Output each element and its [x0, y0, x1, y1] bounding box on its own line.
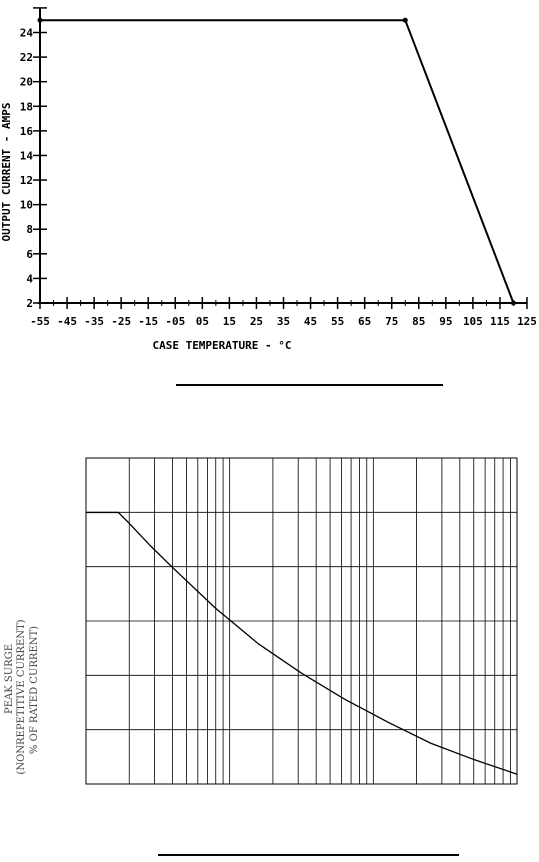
- y-tick-label: 12: [20, 174, 33, 187]
- data-point: [510, 300, 516, 306]
- derating-line: [40, 19, 515, 304]
- surge-grid: [85, 457, 518, 785]
- derating-x-axis-label: CASE TEMPERATURE - °C: [152, 339, 291, 352]
- surge-y-label-line-3: % OF RATED CURRENT): [29, 626, 40, 754]
- data-point: [37, 17, 43, 23]
- x-tick-label: -35: [84, 315, 104, 328]
- derating-y-axis-label: OUTPUT CURRENT - AMPS: [0, 102, 13, 241]
- y-tick-label: 16: [20, 125, 34, 138]
- y-tick-label: 24: [20, 27, 34, 40]
- y-tick-label: 18: [20, 100, 33, 113]
- y-tick-label: 4: [26, 272, 33, 285]
- surge-chart: PEAK SURGE (NONREPETITIVE CURRENT) % OF …: [4, 457, 518, 856]
- y-tick-label: 14: [20, 149, 34, 162]
- x-tick-label: 55: [331, 315, 344, 328]
- x-tick-label: -45: [57, 315, 77, 328]
- x-tick-label: -55: [30, 315, 50, 328]
- surge-y-label-line-2: (NONREPETITIVE CURRENT): [16, 619, 27, 774]
- y-tick-label: 10: [20, 199, 33, 212]
- surge-y-label-line-1: PEAK SURGE: [4, 644, 15, 714]
- x-tick-label: 45: [304, 315, 317, 328]
- y-tick-label: 20: [20, 76, 33, 89]
- x-tick-label: 25: [250, 315, 263, 328]
- x-tick-label: 85: [412, 315, 425, 328]
- x-tick-label: 95: [439, 315, 452, 328]
- x-tick-label: 125: [517, 315, 537, 328]
- surge-curve: [86, 511, 518, 775]
- x-tick-label: 75: [385, 315, 398, 328]
- x-tick-label: 65: [358, 315, 371, 328]
- x-tick-label: 05: [196, 315, 209, 328]
- x-tick-label: 105: [463, 315, 483, 328]
- x-tick-label: 115: [490, 315, 510, 328]
- y-tick-label: 8: [26, 223, 33, 236]
- data-point: [402, 17, 408, 23]
- x-tick-label: -05: [165, 315, 185, 328]
- x-tick-label: -25: [111, 315, 131, 328]
- x-tick-label: 35: [277, 315, 290, 328]
- surge-y-axis-label: PEAK SURGE (NONREPETITIVE CURRENT) % OF …: [4, 619, 40, 774]
- surge-series: [86, 511, 518, 775]
- derating-x-ticks: -55 -45 -35 -25 -15 -05 05 15 25 35 45 55 65 75 85 95 10…: [30, 297, 537, 328]
- x-tick-label: 15: [223, 315, 236, 328]
- y-tick-label: 22: [20, 51, 33, 64]
- derating-axes: [38, 8, 527, 304]
- x-tick-label: -15: [138, 315, 158, 328]
- y-tick-label: 6: [26, 248, 33, 261]
- derating-series: [37, 17, 516, 306]
- y-tick-label: 2: [26, 297, 33, 310]
